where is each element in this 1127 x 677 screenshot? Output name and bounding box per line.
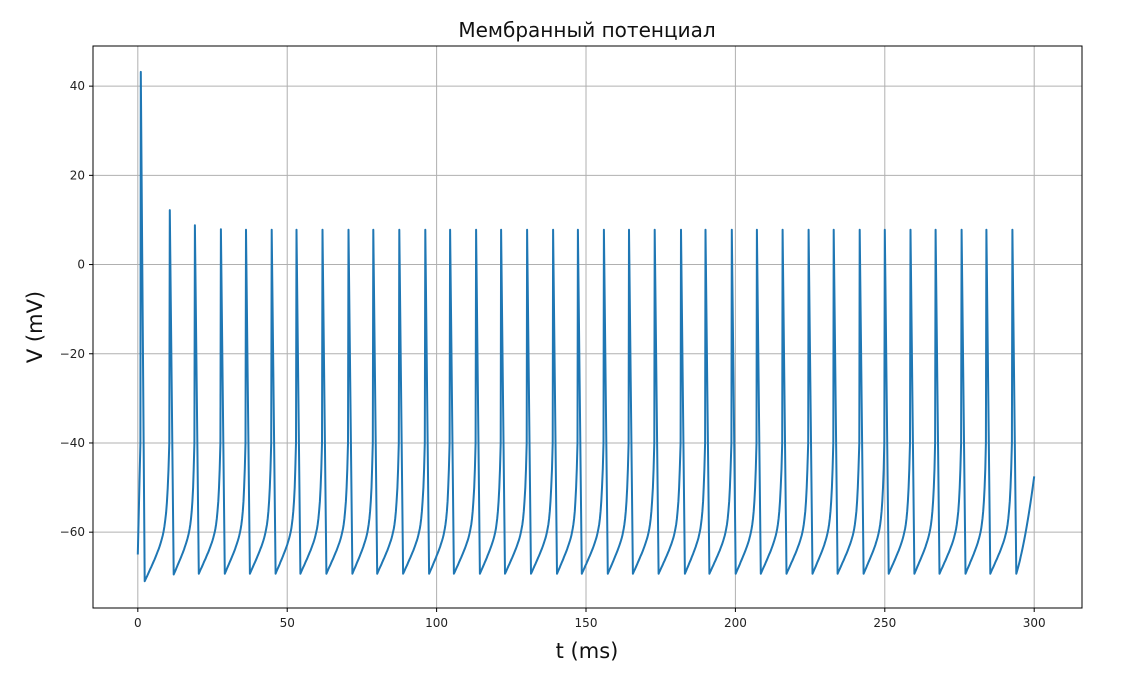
y-axis-ticks: 40 20 0 −20 −40 −60 [60, 79, 93, 539]
plot-frame [92, 45, 1083, 609]
x-tick-label: 0 [134, 616, 142, 630]
y-tick-label: 0 [77, 258, 85, 272]
x-tick-label: 150 [575, 616, 598, 630]
voltage-trace [136, 70, 1036, 583]
y-tick-label: 40 [70, 79, 85, 93]
y-tick-label: −20 [60, 347, 85, 361]
chart-title: Мембранный потенциал [458, 18, 715, 42]
x-tick-label: 100 [425, 616, 448, 630]
x-axis-ticks: 0 50 100 150 200 250 300 [134, 608, 1046, 630]
y-axis-label: V (mV) [23, 291, 47, 363]
y-tick-label: −40 [60, 436, 85, 450]
x-tick-label: 50 [280, 616, 295, 630]
x-tick-label: 200 [724, 616, 747, 630]
x-axis-label: t (ms) [556, 639, 619, 663]
x-tick-label: 250 [873, 616, 896, 630]
y-tick-label: 20 [70, 168, 85, 182]
x-tick-label: 300 [1023, 616, 1046, 630]
y-tick-label: −60 [60, 525, 85, 539]
